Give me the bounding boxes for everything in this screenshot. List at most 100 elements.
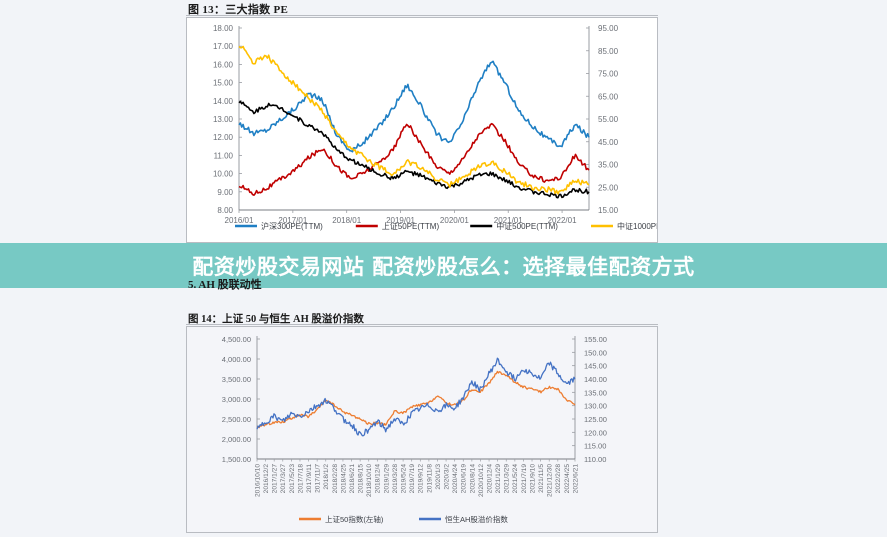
figure-14-series-line [256,357,576,437]
section-heading: 5. AH 股联动性 [188,279,262,291]
figure-14-x-axis-tick: 2020/8/14 [469,464,476,494]
figure-13-frame: 18.00 17.00 16.00 15.00 14.00 13.00 12.00 11.00… [186,17,684,243]
figure-14-x-axis-tick: 2017/7/18 [297,464,304,494]
figure-14-left-axis-tick: 2,000.00 [222,435,251,444]
figure-14-x-axis-tick: 2018/10/10 [366,464,373,497]
figure-13-legend-label: 上证50PE(TTM) [382,222,440,231]
figure-14-series-line [256,370,576,429]
figure-14-x-axis-tick: 2020/12/4 [486,464,493,494]
figure-13-left-axis-tick: 16.00 [213,60,234,69]
promo-banner: 配资炒股交易网站 配资炒股怎么：选择最佳配资方式 [0,243,887,288]
figure-14-left-axis-tick: 4,500.00 [222,335,251,344]
figure-14-x-axis-tick: 2020/4/24 [452,464,459,494]
figure-13-right-axis-tick: 85.00 [598,47,619,56]
figure-14-x-axis-tick: 2021/5/24 [512,464,519,494]
figure-14-x-axis-tick: 2022/2/28 [555,464,562,494]
figure-14-x-axis-tick: 2019/1/29 [383,464,390,494]
figure-14-x-axis-tick: 2021/12/30 [547,464,554,497]
figure-14-x-axis-tick: 2020/1/3 [435,464,442,490]
figure-13-x-axis-tick: 2021/01 [494,216,523,225]
figure-14-right-axis-tick: 155.00 [584,335,607,344]
figure-14-x-axis-tick: 2017/9/11 [306,464,313,493]
figure-14-x-axis-tick: 2018/12/4 [375,464,382,494]
figure-14-x-axis-tick: 2021/1/29 [495,464,502,494]
figure-14-x-axis-tick: 2019/5/24 [401,464,408,494]
figure-14-x-axis-tick: 2022/6/21 [572,464,579,494]
figure-14-left-axis-tick: 4,000.00 [222,355,251,364]
figure-13-right-axis-tick: 35.00 [598,161,619,170]
figure-14-right-axis-tick: 115.00 [584,442,606,451]
figure-13-right-axis-tick: 75.00 [598,70,619,79]
promo-banner-text: 配资炒股交易网站 配资炒股怎么：选择最佳配资方式 [192,254,695,279]
figure-13-legend-label: 沪深300PE(TTM) [261,221,323,231]
figure-13-x-axis-tick: 2017/01 [278,216,307,225]
figure-13-series-line [238,60,590,153]
figure-14-x-axis-tick: 2021/7/19 [521,464,528,494]
figure-14-x-axis-tick: 2019/3/28 [392,464,399,494]
figure-14-x-axis-tick: 2018/4/25 [340,464,347,494]
figure-13-canvas: 18.00 17.00 16.00 15.00 14.00 13.00 12.00 11.00… [213,24,684,231]
figure-14-right-axis-tick: 110.00 [584,455,606,464]
figure-14-x-axis-tick: 2022/4/25 [564,464,571,494]
figure-13-legend-label: 中证500PE(TTM) [496,221,558,231]
figure-14-canvas: 4,500.00 4,000.00 3,500.00 3,000.00 2,500.00… [222,335,607,524]
figure-14-x-axis-tick: 2017/11/7 [315,464,322,493]
figure-14-left-axis-tick: 3,500.00 [222,375,251,384]
figure-13-left-axis-tick: 14.00 [213,97,234,106]
figure-14-x-axis-tick: 2019/11/8 [426,464,433,493]
figure-13-left-axis-tick: 8.00 [217,206,233,215]
figure-14: 图 14：上证 50 与恒生 AH 股溢价指数 4,500.00 4,000.00… [186,310,658,533]
figure-14-left-axis-tick: 2,500.00 [222,415,251,424]
figure-14-right-axis-tick: 125.00 [584,415,607,424]
figure-13-left-axis-tick: 9.00 [217,188,233,197]
figure-13-title: 图 13：三大指数 PE [188,4,289,16]
figure-14-x-axis-tick: 2020/10/12 [478,464,485,497]
figure-13-right-axis-tick: 55.00 [598,115,619,124]
figure-14-right-axis-tick: 150.00 [584,348,607,357]
figure-13-left-axis-tick: 11.00 [214,151,234,160]
figure-13-right-axis-tick: 65.00 [598,92,619,101]
figure-13-left-axis-tick: 13.00 [213,115,234,124]
figure-13-left-axis-tick: 18.00 [213,24,234,33]
figure-14-legend-label: 上证50指数(左轴) [325,514,384,524]
figure-13-left-axis-tick: 17.00 [213,42,234,51]
figure-13-right-axis-tick: 45.00 [598,138,619,147]
figure-14-x-axis-tick: 2018/1/2 [323,464,330,490]
figure-13: 图 13：三大指数 PE 18.00 17.00 16.00 15.00 14.00 13… [186,0,684,243]
figure-13-x-axis-tick: 2019/01 [386,216,415,225]
figure-13-title-rule [186,15,658,16]
figure-13-left-axis-tick: 12.00 [213,133,234,142]
figure-14-x-axis-tick: 2018/6/21 [349,464,356,494]
figure-14-left-axis-tick: 1,500.00 [222,455,251,464]
figure-14-legend-label: 恒生AH股溢价指数 [445,514,508,524]
figure-14-right-axis-tick: 145.00 [584,362,607,371]
figure-13-left-axis-tick: 15.00 [213,79,234,88]
figure-13-series-line [238,122,590,196]
figure-14-title: 图 14：上证 50 与恒生 AH 股溢价指数 [188,314,364,325]
figure-13-right-axis-tick: 95.00 [598,24,619,33]
figure-14-right-axis-tick: 140.00 [584,375,607,384]
figure-13-legend-label: 中证1000PE(TTM) [617,221,657,231]
figure-13-x-axis-tick: 2016/01 [225,216,254,225]
figure-14-x-axis-tick: 2021/3/29 [504,464,511,494]
figure-14-x-axis-tick: 2021/9/10 [529,464,536,494]
figure-14-x-axis-tick: 2020/6/19 [461,464,468,494]
figure-14-x-axis-tick: 2019/7/19 [409,464,416,494]
figure-14-title-rule [186,324,658,325]
figure-14-right-axis-tick: 130.00 [584,402,607,411]
figure-13-x-axis-tick: 2018/01 [332,216,361,225]
figure-13-right-axis-tick: 25.00 [598,183,619,192]
figure-14-x-axis-tick: 2021/11/5 [538,464,545,493]
figure-14-x-axis-tick: 2016/12/2 [263,464,270,494]
figure-14-left-axis-tick: 3,000.00 [222,395,251,404]
figure-13-left-axis-tick: 10.00 [213,170,234,179]
figure-14-right-axis-tick: 120.00 [584,428,607,437]
figure-14-frame: 4,500.00 4,000.00 3,500.00 3,000.00 2,500.00… [186,326,658,533]
figure-14-right-axis-tick: 135.00 [584,388,607,397]
figure-14-x-axis-tick: 2018/8/15 [358,464,365,494]
figure-14-x-axis-tick: 2017/1/27 [272,464,279,494]
figure-14-x-axis-tick: 2017/3/27 [280,464,287,494]
figure-13-series-line [238,45,590,195]
figure-13-x-axis-tick: 2022/01 [548,216,577,225]
